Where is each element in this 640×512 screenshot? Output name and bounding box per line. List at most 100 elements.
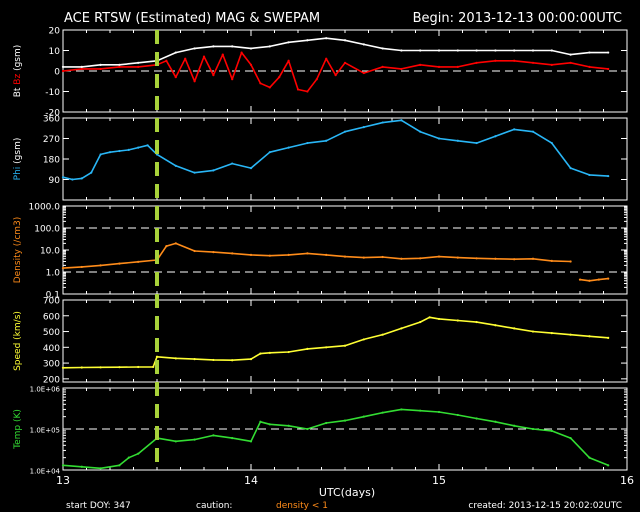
point-speed bbox=[550, 332, 553, 335]
point-bt bbox=[607, 51, 610, 54]
point-bt bbox=[174, 51, 177, 54]
point-density bbox=[531, 257, 535, 260]
point-density bbox=[343, 255, 347, 258]
point-speed bbox=[325, 346, 328, 349]
point-phi bbox=[118, 149, 121, 153]
y-tick-label: 600 bbox=[43, 312, 60, 322]
point-bz bbox=[550, 63, 553, 66]
point-bz bbox=[296, 88, 300, 91]
point-density bbox=[400, 257, 403, 260]
point-phi bbox=[325, 139, 328, 142]
point-speed bbox=[456, 319, 459, 322]
point-bz bbox=[174, 76, 177, 79]
point-speed bbox=[531, 330, 535, 333]
y-tick-label: 300 bbox=[43, 360, 60, 370]
point-temp bbox=[127, 456, 130, 459]
y-axis-label-part: (km/s) bbox=[13, 311, 23, 343]
point-density bbox=[61, 267, 65, 270]
point-temp bbox=[362, 415, 365, 418]
y-tick-label: 10 bbox=[49, 47, 61, 57]
point-phi bbox=[268, 151, 271, 154]
y-axis-label-part: Bz bbox=[13, 74, 23, 88]
point-bz bbox=[400, 67, 403, 71]
point-bz bbox=[494, 59, 497, 62]
point-bz bbox=[287, 59, 290, 62]
point-temp bbox=[231, 436, 234, 440]
point-bt bbox=[268, 45, 271, 48]
point-bt bbox=[400, 49, 403, 52]
point-bt bbox=[212, 45, 215, 48]
point-speed bbox=[137, 365, 140, 369]
point-bz bbox=[249, 63, 253, 66]
panels: -20 -10 0 10 20 Bt Bz (gsm) 90 180 270 360 Phi (gs… bbox=[13, 27, 628, 476]
x-tick-label: 16 bbox=[620, 474, 634, 487]
point-bz bbox=[456, 65, 459, 68]
point-density bbox=[193, 249, 196, 253]
point-speed bbox=[588, 335, 591, 338]
point-phi bbox=[127, 148, 130, 151]
point-bz bbox=[334, 74, 337, 77]
point-bz bbox=[475, 61, 478, 64]
point-temp bbox=[381, 411, 384, 414]
y-axis-label: Phi (gsm) bbox=[13, 138, 23, 181]
panel-phi: 90 180 270 360 Phi (gsm) bbox=[13, 115, 628, 201]
y-axis-label: Density (/cm3) bbox=[13, 217, 23, 284]
point-bz bbox=[315, 78, 318, 81]
point-density bbox=[381, 255, 384, 259]
point-speed bbox=[193, 358, 196, 361]
y-tick-label: 180 bbox=[43, 156, 60, 166]
point-density bbox=[419, 257, 422, 260]
series-bt bbox=[63, 37, 609, 68]
point-phi bbox=[607, 174, 610, 178]
point-phi bbox=[174, 164, 177, 167]
point-bt bbox=[118, 63, 121, 66]
point-speed bbox=[607, 336, 610, 339]
x-axis-label: UTC(days) bbox=[319, 486, 375, 499]
point-bt bbox=[381, 47, 384, 50]
point-speed bbox=[494, 324, 497, 327]
y-tick-label: 400 bbox=[43, 344, 60, 354]
point-bz bbox=[607, 67, 610, 71]
point-bz bbox=[381, 65, 384, 68]
point-temp bbox=[419, 409, 422, 412]
point-temp bbox=[61, 464, 65, 467]
y-tick-label: 1.0 bbox=[46, 269, 61, 279]
point-phi bbox=[362, 126, 365, 129]
point-density-low bbox=[588, 279, 591, 282]
point-phi bbox=[90, 171, 93, 174]
point-phi bbox=[513, 128, 516, 131]
point-density bbox=[494, 257, 497, 260]
point-temp bbox=[588, 456, 591, 459]
point-density bbox=[137, 260, 140, 263]
x-tick-label: 13 bbox=[56, 474, 70, 487]
point-phi bbox=[287, 146, 290, 149]
y-tick-label: -10 bbox=[45, 88, 60, 98]
y-axis-label-part: Bt bbox=[13, 87, 23, 97]
panel-speed: 200 300 400 500 600 700 Speed (km/s) bbox=[13, 297, 628, 385]
point-density bbox=[362, 256, 365, 259]
created-time: created: 2013-12-15 20:02:02UTC bbox=[468, 501, 622, 511]
y-tick-label: 100.0 bbox=[34, 225, 60, 235]
point-temp bbox=[80, 465, 83, 468]
y-tick-label: -20 bbox=[45, 109, 60, 119]
point-bt bbox=[569, 53, 572, 56]
point-temp bbox=[287, 424, 290, 427]
point-bt bbox=[531, 49, 535, 52]
point-bz bbox=[419, 63, 422, 66]
point-temp bbox=[475, 417, 478, 420]
y-tick-label: 0.1 bbox=[46, 291, 60, 301]
point-speed bbox=[569, 333, 572, 336]
point-density bbox=[268, 254, 271, 257]
x-axis: 13 14 15 16 bbox=[56, 474, 634, 487]
point-bt bbox=[193, 47, 196, 50]
point-temp bbox=[513, 424, 516, 427]
y-tick-label: 200 bbox=[43, 375, 60, 385]
point-phi bbox=[80, 177, 83, 180]
point-bt bbox=[419, 49, 422, 52]
y-tick-label: 270 bbox=[43, 135, 60, 145]
point-phi bbox=[193, 171, 196, 174]
point-speed bbox=[231, 359, 234, 362]
point-speed bbox=[174, 357, 177, 360]
point-phi bbox=[494, 135, 497, 138]
